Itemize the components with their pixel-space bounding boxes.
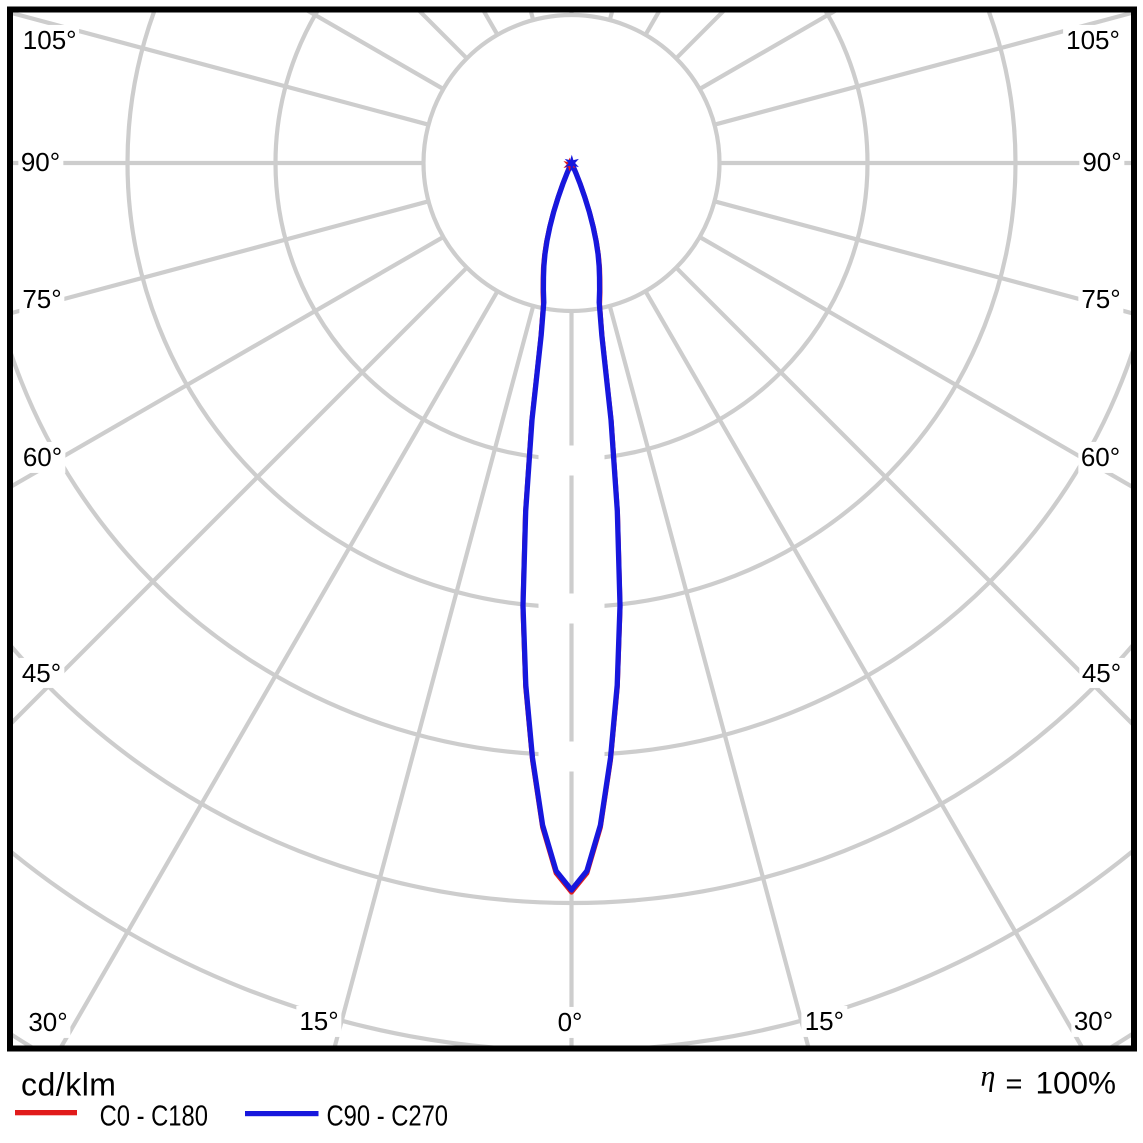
svg-text:100%: 100% <box>1036 1065 1117 1101</box>
svg-text:C90 - C270: C90 - C270 <box>327 1099 449 1132</box>
svg-text:cd/klm: cd/klm <box>21 1067 116 1103</box>
svg-text:η: η <box>981 1060 996 1093</box>
svg-text:=: = <box>1006 1069 1023 1101</box>
svg-text:C0 - C180: C0 - C180 <box>100 1099 208 1132</box>
